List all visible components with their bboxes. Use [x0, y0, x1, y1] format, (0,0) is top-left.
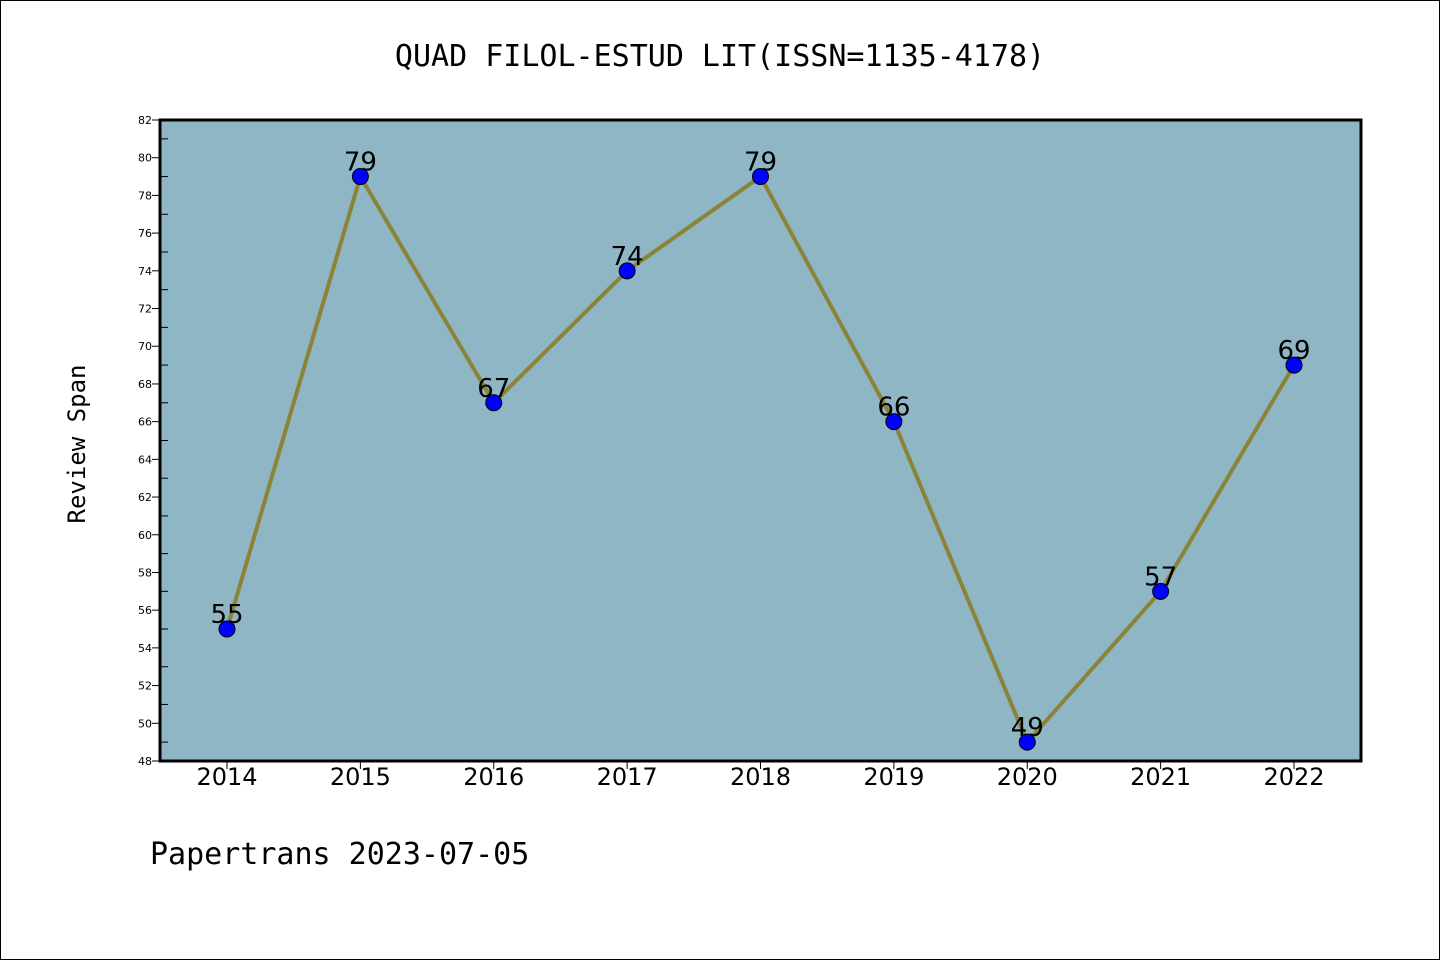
y-tick-label: 64	[138, 453, 152, 466]
x-tick-label: 2022	[1263, 763, 1324, 791]
data-label: 55	[210, 600, 243, 630]
y-tick-label: 62	[138, 491, 152, 504]
y-tick-label: 70	[138, 340, 152, 353]
footer-text: Papertrans 2023-07-05	[150, 837, 529, 872]
y-tick-label: 68	[138, 378, 152, 391]
y-tick-label: 66	[138, 416, 152, 429]
plot-area	[158, 118, 1363, 763]
data-point	[885, 413, 903, 431]
data-label: 49	[1011, 713, 1044, 743]
y-tick-label: 78	[138, 189, 152, 202]
data-point	[618, 262, 636, 280]
y-axis-label: Review Span	[63, 365, 91, 524]
y-tick-label: 56	[138, 604, 152, 617]
y-tick-label: 52	[138, 680, 152, 693]
data-point	[218, 620, 236, 638]
x-tick-label: 2014	[196, 763, 257, 791]
data-label: 79	[744, 148, 777, 178]
y-axis: 48 50 52 54 56 58 60 62 64 66 68 70 72 74 76 78 80 82	[138, 114, 168, 768]
y-tick-label: 72	[138, 303, 152, 316]
x-tick-label: 2021	[1130, 763, 1191, 791]
x-tick-label: 2020	[997, 763, 1058, 791]
y-tick-label: 82	[138, 114, 152, 127]
x-tick-label: 2017	[597, 763, 658, 791]
data-label: 66	[877, 393, 910, 423]
y-tick-label: 76	[138, 227, 152, 240]
y-tick-label: 48	[138, 755, 152, 768]
x-tick-label: 2019	[863, 763, 924, 791]
data-label: 57	[1144, 562, 1177, 592]
data-label: 67	[477, 374, 510, 404]
data-label: 69	[1277, 336, 1310, 366]
chart-title: QUAD FILOL-ESTUD LIT(ISSN=1135-4178)	[395, 39, 1045, 74]
data-label: 74	[611, 242, 644, 272]
y-tick-label: 54	[138, 642, 152, 655]
data-point	[752, 168, 769, 186]
y-tick-label: 50	[138, 717, 152, 730]
y-tick-label: 74	[138, 265, 152, 278]
x-tick-label: 2018	[730, 763, 791, 791]
data-point	[351, 168, 369, 186]
data-point	[1152, 582, 1170, 600]
x-tick-label: 2016	[463, 763, 524, 791]
data-point	[1018, 733, 1036, 751]
y-tick-label: 80	[138, 152, 152, 165]
data-points	[218, 168, 1303, 751]
y-tick-label: 58	[138, 566, 152, 579]
data-point	[485, 394, 503, 412]
x-tick-label: 2015	[330, 763, 391, 791]
data-labels: 55 79 67 74 79 66 49 57 69	[210, 148, 1310, 744]
x-axis: 2014 2015 2016 2017 2018 2019 2020 2021 2022	[196, 761, 1325, 791]
data-label: 79	[344, 148, 377, 178]
y-tick-label: 60	[138, 529, 152, 542]
data-point	[1285, 356, 1303, 374]
